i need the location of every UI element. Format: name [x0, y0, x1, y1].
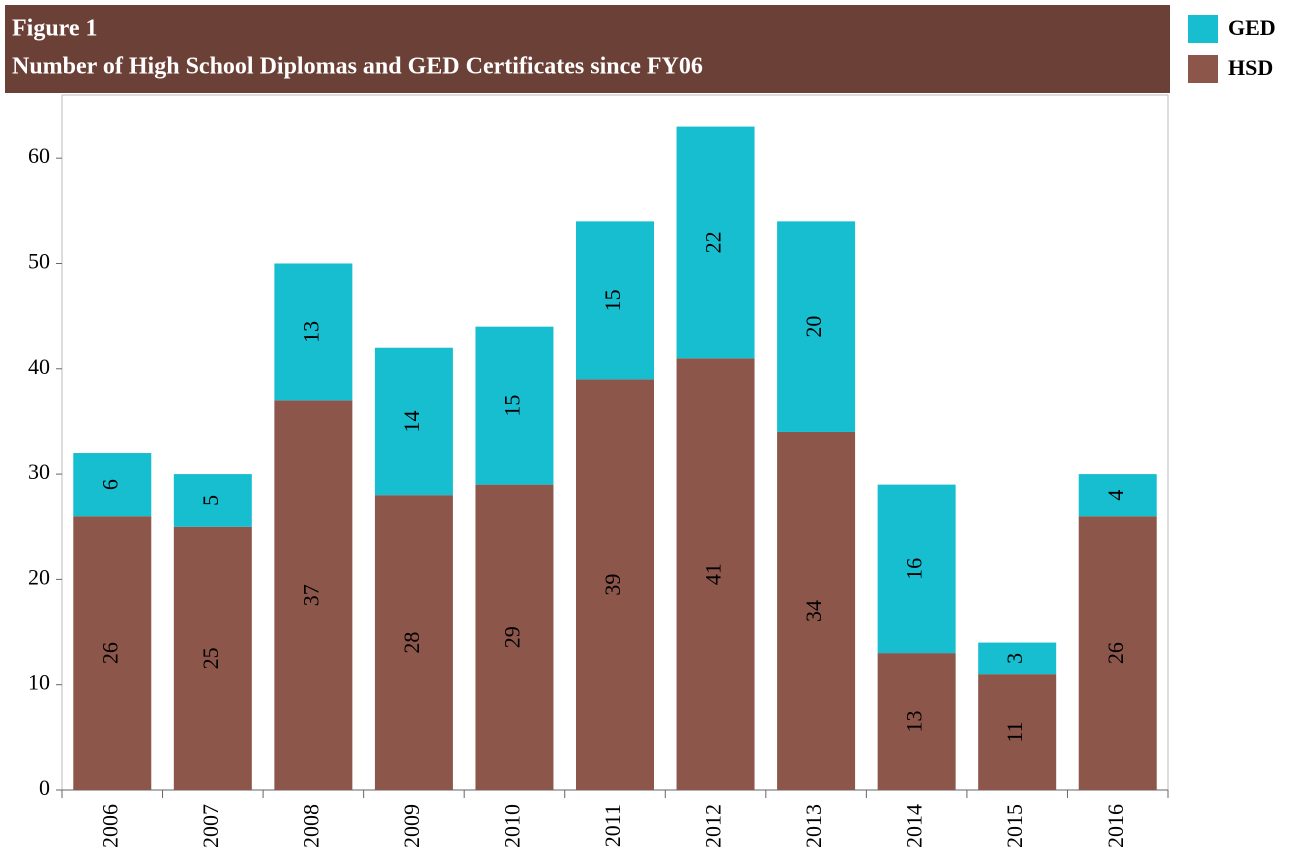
x-tick-label: 2012 [701, 804, 726, 848]
bar-segment [173, 474, 252, 527]
y-tick-label: 40 [28, 354, 50, 379]
x-tick-label: 2007 [198, 804, 223, 848]
bar-segment [676, 358, 755, 790]
y-tick-label: 50 [28, 249, 50, 274]
bar-segment [576, 221, 654, 380]
value-label: 15 [500, 395, 525, 417]
bar-segment [475, 326, 554, 485]
legend-label: GED [1228, 15, 1276, 40]
bar-segment [1078, 474, 1157, 517]
x-tick-label: 2009 [399, 804, 424, 848]
chart-subtitle: Number of High School Diplomas and GED C… [12, 54, 703, 80]
bar-segment [877, 484, 956, 654]
bar-segment [1078, 516, 1157, 790]
value-label: 14 [399, 410, 424, 432]
value-label: 13 [902, 711, 927, 733]
value-label: 25 [198, 647, 223, 669]
value-label: 13 [298, 321, 323, 343]
x-tick-label: 2008 [298, 804, 323, 848]
y-tick-label: 0 [39, 775, 50, 800]
value-label: 34 [801, 600, 826, 622]
bar-segment [978, 674, 1057, 790]
chart-title: Figure 1 [12, 16, 98, 42]
legend-swatch [1188, 15, 1218, 43]
bar-segment [676, 126, 755, 359]
value-label: 39 [600, 574, 625, 596]
x-tick-label: 2006 [97, 804, 122, 848]
x-tick-label: 2011 [600, 804, 625, 847]
bar-segment [374, 495, 453, 790]
bar-segment [73, 516, 152, 790]
x-tick-label: 2013 [801, 804, 826, 848]
value-label: 5 [198, 495, 223, 506]
bar-segment [978, 642, 1057, 675]
bar-segment [274, 400, 353, 790]
value-label: 22 [701, 231, 726, 253]
value-label: 11 [1002, 721, 1027, 742]
bar-segment [777, 221, 856, 432]
bar-segment [475, 484, 554, 790]
bar-segment [274, 263, 353, 401]
value-label: 26 [1103, 642, 1128, 664]
y-tick-label: 10 [28, 670, 50, 695]
value-label: 6 [97, 479, 122, 490]
x-tick-label: 2015 [1002, 804, 1027, 848]
x-tick-label: 2010 [500, 804, 525, 848]
bar-segment [374, 347, 453, 496]
value-label: 16 [902, 558, 927, 580]
bar-segment [73, 453, 152, 517]
x-tick-label: 2016 [1103, 804, 1128, 848]
value-label: 26 [97, 642, 122, 664]
bar-segment [777, 431, 856, 790]
bar-segment [877, 653, 956, 790]
title-banner [5, 5, 1170, 93]
bar-segment [173, 526, 252, 790]
value-label: 37 [298, 584, 323, 606]
y-tick-label: 30 [28, 459, 50, 484]
value-label: 20 [801, 316, 826, 338]
value-label: 29 [500, 626, 525, 648]
value-label: 28 [399, 632, 424, 654]
value-label: 4 [1103, 490, 1128, 501]
value-label: 3 [1002, 653, 1027, 664]
y-tick-label: 60 [28, 143, 50, 168]
value-label: 41 [701, 563, 726, 585]
bar-segment [576, 379, 654, 790]
value-label: 15 [600, 289, 625, 311]
legend-swatch [1188, 55, 1218, 83]
legend-label: HSD [1228, 55, 1273, 80]
y-tick-label: 20 [28, 564, 50, 589]
x-tick-label: 2014 [902, 804, 927, 848]
